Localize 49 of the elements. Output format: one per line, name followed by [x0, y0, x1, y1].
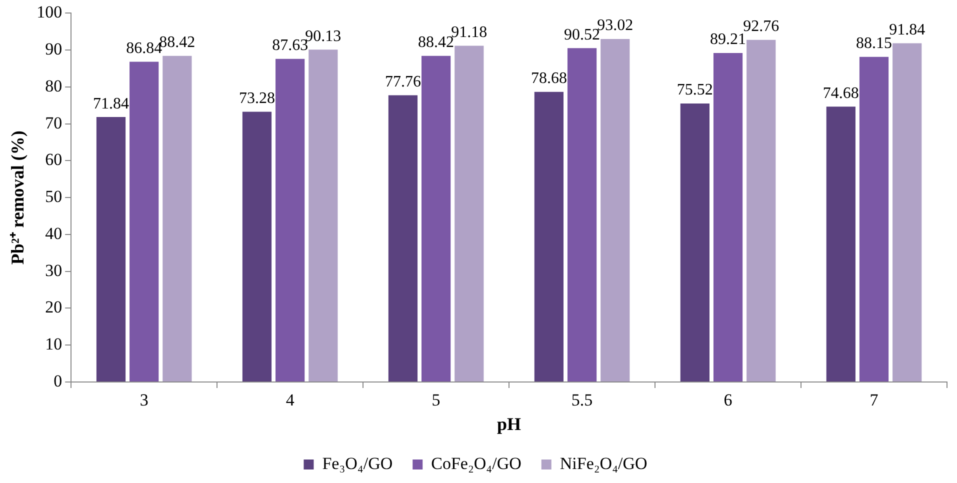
- bar: [567, 48, 597, 382]
- legend-label: Fe₃O₄/GO: [322, 454, 393, 473]
- bar: [242, 112, 272, 382]
- y-axis-title: Pb²⁺ removal (%): [7, 130, 28, 265]
- data-label: 77.76: [384, 73, 421, 90]
- y-tick-label: 60: [45, 150, 62, 170]
- data-label: 87.63: [272, 37, 308, 54]
- y-tick-label: 30: [45, 260, 62, 280]
- bar: [130, 62, 159, 382]
- bar: [534, 92, 564, 382]
- x-axis-title: pH: [497, 414, 522, 434]
- y-tick-label: 90: [45, 40, 62, 59]
- bar: [308, 50, 338, 382]
- y-tick-label: 10: [45, 334, 62, 354]
- bar: [388, 95, 418, 382]
- y-tick-label: 80: [45, 76, 62, 96]
- bar: [600, 38, 630, 382]
- bar: [422, 56, 451, 382]
- x-tick-label: 5.5: [571, 390, 593, 410]
- x-tick-label: 6: [724, 390, 732, 410]
- y-tick-label: 20: [45, 298, 62, 317]
- data-label: 90.52: [564, 26, 600, 44]
- bar: [892, 43, 922, 382]
- x-tick-label: 3: [140, 390, 148, 410]
- x-tick-label: 5: [432, 390, 440, 410]
- bar: [859, 56, 889, 382]
- y-tick-label: 70: [45, 113, 62, 132]
- legend-label: NiFe₂O₄/GO: [560, 454, 648, 473]
- bar: [680, 103, 710, 382]
- bar: [276, 58, 305, 382]
- x-tick-label: 4: [286, 390, 295, 410]
- y-tick-label: 100: [36, 2, 62, 22]
- y-tick-label: 50: [45, 187, 62, 206]
- data-label: 74.68: [822, 84, 859, 102]
- bar: [162, 56, 192, 382]
- bar: [96, 117, 126, 382]
- x-tick-label: 7: [870, 390, 879, 410]
- legend-label: CoFe₂O₄/GO: [431, 454, 522, 473]
- bar: [826, 106, 856, 382]
- y-tick-label: 0: [54, 371, 62, 390]
- bar: [454, 46, 484, 382]
- bar: [713, 52, 743, 382]
- data-label: 88.42: [418, 34, 454, 52]
- data-label: 73.28: [238, 90, 275, 107]
- data-label: 78.68: [530, 70, 567, 88]
- bar: [746, 40, 776, 382]
- data-label: 71.84: [93, 95, 129, 112]
- y-tick-label: 40: [45, 224, 62, 243]
- data-label: 75.52: [676, 82, 713, 99]
